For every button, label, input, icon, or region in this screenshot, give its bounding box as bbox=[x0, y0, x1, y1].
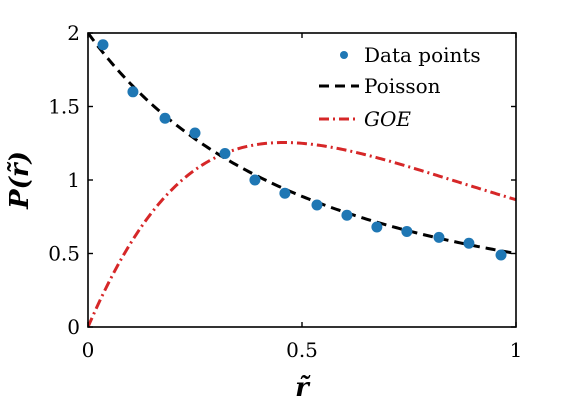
data-point bbox=[433, 231, 445, 243]
x-tick-label: 0.5 bbox=[286, 338, 318, 362]
legend-label-goe: GOE bbox=[364, 107, 411, 131]
y-tick-label: 2 bbox=[67, 21, 80, 45]
x-axis-ticks: 0 0.5 1 bbox=[82, 33, 523, 362]
y-axis-label: P(r̃) bbox=[5, 151, 35, 210]
data-point bbox=[219, 148, 231, 160]
data-points-layer bbox=[97, 39, 507, 261]
y-tick-label: 0 bbox=[67, 315, 80, 339]
data-point bbox=[495, 249, 507, 261]
y-axis-ticks: 0 0.5 1 1.5 2 bbox=[48, 21, 516, 339]
data-point bbox=[249, 174, 261, 186]
x-axis-label: r̃ bbox=[295, 373, 311, 403]
data-point bbox=[311, 199, 323, 211]
poisson-curve bbox=[88, 33, 516, 255]
data-point bbox=[279, 187, 291, 199]
x-tick-label: 1 bbox=[510, 338, 523, 362]
data-point bbox=[371, 221, 383, 233]
data-point bbox=[127, 86, 139, 98]
legend-marker-data-points bbox=[340, 51, 348, 59]
data-point bbox=[97, 39, 109, 51]
curves-layer bbox=[88, 33, 516, 327]
goe-curve bbox=[88, 141, 516, 327]
legend-label-poisson: Poisson bbox=[364, 74, 441, 98]
y-tick-label: 0.5 bbox=[48, 242, 80, 266]
legend-label-data-points: Data points bbox=[364, 43, 481, 67]
y-tick-label: 1 bbox=[67, 168, 80, 192]
legend: Data points Poisson GOE bbox=[319, 43, 481, 131]
data-point bbox=[463, 237, 475, 249]
plot-frame bbox=[87, 32, 517, 328]
data-point bbox=[189, 127, 201, 139]
plot-area bbox=[87, 32, 517, 328]
x-tick-label: 0 bbox=[82, 338, 95, 362]
data-point bbox=[341, 209, 353, 221]
y-tick-label: 1.5 bbox=[48, 95, 80, 119]
data-point bbox=[159, 112, 171, 124]
data-point bbox=[401, 225, 413, 237]
